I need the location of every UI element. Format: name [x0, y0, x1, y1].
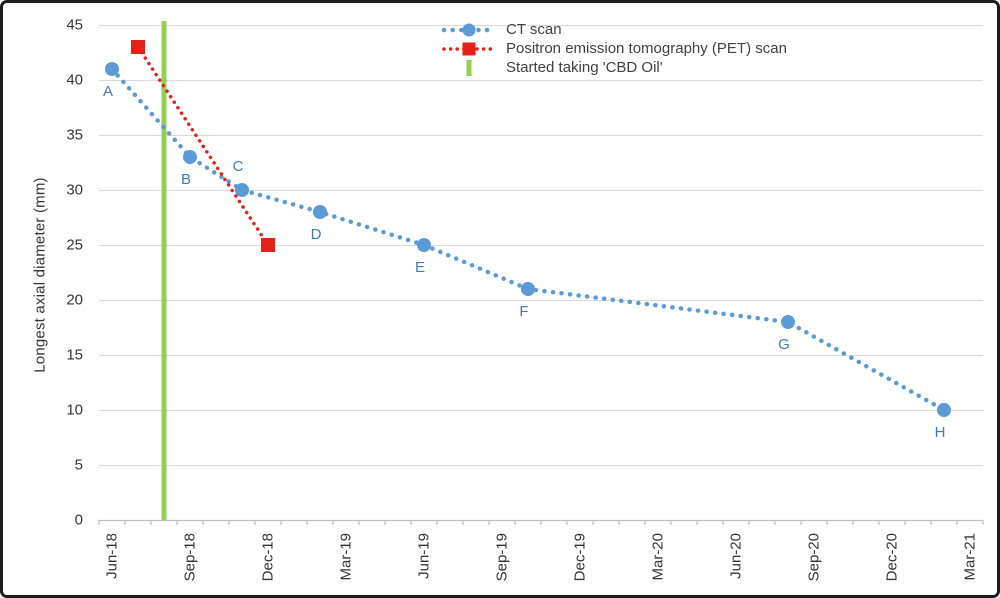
ct-scan-legend-marker [441, 23, 497, 36]
pet-series [131, 40, 275, 252]
ct-point-E [417, 238, 431, 252]
x-tick-label: Sep-19 [494, 533, 511, 581]
y-tick-label: 5 [75, 457, 83, 474]
x-axis [98, 519, 984, 525]
chart-canvas: Jun-18 Sep-18 Dec-18 Mar-19 Jun-19 Sep-19 Dec-… [66, 17, 984, 581]
x-tick-label: Jun-20 [728, 533, 745, 579]
y-tick-label: 15 [66, 347, 83, 364]
point-label-C: C [233, 158, 244, 175]
gridlines [99, 25, 983, 466]
y-tick-label: 0 [75, 512, 83, 529]
ct-series: A B C D E F G H [103, 62, 951, 441]
y-tick-label: 30 [66, 182, 83, 199]
pet-point-Jul-18 [131, 40, 145, 54]
ct-point-G [781, 315, 795, 329]
x-tick-label: Dec-19 [572, 533, 589, 581]
point-label-F: F [519, 303, 528, 320]
x-tick-label: Sep-18 [182, 533, 199, 581]
ct-point-A [105, 62, 119, 76]
y-axis-title: Longest axial diameter (mm) [31, 177, 49, 373]
point-label-A: A [103, 83, 113, 100]
legend-item-pet-scan: Positron emission tomography (PET) scan [441, 39, 787, 58]
point-label-H: H [935, 424, 946, 441]
point-label-D: D [311, 226, 322, 243]
y-tick-label: 25 [66, 237, 83, 254]
x-tick-label: Jun-19 [416, 533, 433, 579]
pet-point-Dec-18 [261, 238, 275, 252]
legend-label-cbd-oil: Started taking 'CBD Oil' [506, 59, 663, 76]
legend-label-pet-scan: Positron emission tomography (PET) scan [506, 40, 787, 57]
x-tick-label: Mar-19 [338, 533, 355, 581]
point-label-B: B [181, 171, 191, 188]
x-axis-labels: Jun-18 Sep-18 Dec-18 Mar-19 Jun-19 Sep-19 Dec-… [104, 533, 979, 581]
ct-point-H [937, 403, 951, 417]
cbd-oil-legend-marker [466, 59, 472, 76]
ct-point-B [183, 150, 197, 164]
y-tick-label: 45 [66, 17, 83, 34]
x-tick-label: Mar-20 [650, 533, 667, 581]
x-tick-label: Dec-18 [260, 533, 277, 581]
y-tick-label: 10 [66, 402, 83, 419]
pet-line [136, 45, 270, 247]
y-axis-labels: 0 5 10 15 20 25 30 35 40 45 [66, 17, 83, 529]
pet-scan-legend-marker [442, 42, 496, 55]
x-tick-label: Sep-20 [806, 533, 823, 581]
legend-item-cbd-oil: Started taking 'CBD Oil' [441, 58, 787, 77]
x-tick-label: Mar-21 [962, 533, 979, 581]
legend-label-ct-scan: CT scan [506, 21, 562, 38]
point-label-G: G [778, 336, 790, 353]
legend: CT scan Positron emission tomography (PE… [441, 20, 787, 77]
y-tick-label: 40 [66, 72, 83, 89]
ct-line [109, 66, 947, 413]
ct-point-D [313, 205, 327, 219]
ct-point-C [235, 183, 249, 197]
point-label-E: E [415, 259, 425, 276]
x-tick-label: Dec-20 [884, 533, 901, 581]
y-tick-label: 20 [66, 292, 83, 309]
x-tick-label: Jun-18 [104, 533, 121, 579]
ct-point-F [521, 282, 535, 296]
legend-item-ct-scan: CT scan [441, 20, 787, 39]
y-tick-label: 35 [66, 127, 83, 144]
